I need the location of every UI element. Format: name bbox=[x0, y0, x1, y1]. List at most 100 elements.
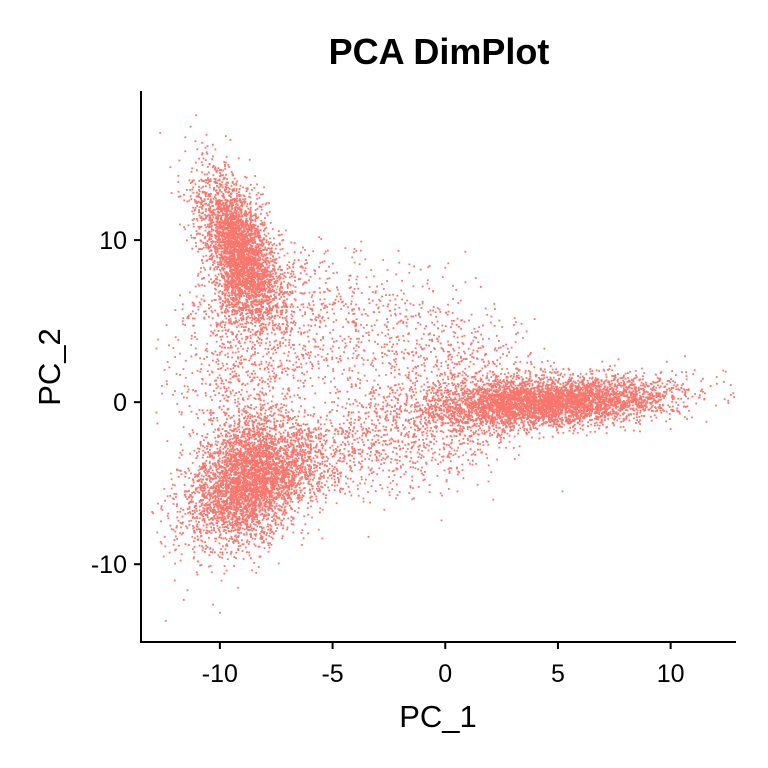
data-point bbox=[254, 282, 256, 284]
data-point bbox=[219, 225, 222, 228]
data-point bbox=[219, 534, 221, 537]
data-point bbox=[191, 179, 194, 182]
data-point bbox=[224, 165, 226, 168]
data-point bbox=[239, 474, 242, 477]
data-point bbox=[222, 250, 225, 253]
data-point bbox=[274, 481, 276, 484]
data-point bbox=[233, 188, 235, 190]
data-point bbox=[239, 184, 242, 187]
data-point bbox=[268, 202, 270, 204]
data-point bbox=[254, 235, 256, 238]
data-point bbox=[213, 181, 216, 183]
data-point bbox=[260, 317, 263, 320]
data-point bbox=[207, 213, 210, 216]
data-point bbox=[217, 436, 219, 439]
data-point bbox=[253, 447, 256, 450]
data-point bbox=[254, 229, 256, 232]
data-point bbox=[262, 306, 265, 308]
data-point bbox=[231, 226, 234, 229]
data-point bbox=[232, 442, 235, 445]
data-point bbox=[200, 215, 203, 218]
data-point bbox=[271, 275, 273, 278]
data-point bbox=[222, 239, 225, 242]
data-point bbox=[257, 265, 260, 267]
data-point bbox=[227, 287, 230, 290]
data-point bbox=[248, 224, 251, 227]
data-point bbox=[223, 242, 226, 245]
data-point bbox=[260, 316, 262, 319]
data-point bbox=[189, 435, 192, 438]
data-point bbox=[202, 246, 205, 249]
data-point bbox=[227, 233, 230, 235]
data-point bbox=[262, 193, 264, 195]
data-point bbox=[257, 216, 260, 219]
data-point bbox=[258, 255, 260, 258]
data-point bbox=[228, 226, 231, 229]
data-point bbox=[276, 487, 278, 490]
data-point bbox=[256, 228, 259, 230]
data-point bbox=[244, 415, 247, 418]
data-point bbox=[268, 283, 271, 286]
data-point bbox=[216, 199, 218, 202]
data-point bbox=[300, 445, 303, 448]
data-point bbox=[255, 193, 258, 196]
data-point bbox=[194, 140, 197, 143]
data-point bbox=[253, 227, 256, 230]
data-point bbox=[197, 232, 199, 235]
data-point bbox=[219, 533, 222, 536]
data-point bbox=[245, 218, 248, 221]
data-point bbox=[245, 308, 248, 311]
data-point bbox=[221, 434, 224, 437]
data-point bbox=[199, 487, 202, 490]
data-point bbox=[223, 234, 225, 237]
data-point bbox=[201, 502, 204, 505]
data-point bbox=[244, 260, 247, 262]
data-point bbox=[320, 423, 322, 426]
data-point bbox=[238, 226, 241, 229]
data-point bbox=[204, 214, 206, 216]
data-point bbox=[275, 447, 278, 450]
data-point bbox=[225, 263, 227, 266]
data-point bbox=[202, 204, 204, 207]
data-point bbox=[243, 491, 246, 494]
data-point bbox=[238, 215, 241, 217]
data-point bbox=[243, 508, 246, 510]
data-point bbox=[213, 168, 216, 171]
data-point bbox=[220, 174, 222, 176]
data-point bbox=[266, 266, 269, 269]
data-point bbox=[230, 219, 233, 222]
data-point bbox=[234, 244, 237, 247]
data-point bbox=[251, 450, 254, 453]
data-point bbox=[214, 236, 217, 238]
data-point bbox=[310, 460, 313, 463]
data-point bbox=[256, 259, 259, 262]
data-point bbox=[219, 254, 222, 256]
data-point bbox=[241, 250, 244, 253]
data-point bbox=[206, 166, 209, 168]
data-point bbox=[248, 551, 250, 554]
data-point bbox=[214, 180, 217, 183]
data-point bbox=[226, 244, 229, 246]
data-point bbox=[252, 241, 255, 244]
data-point bbox=[210, 254, 212, 257]
data-point bbox=[209, 206, 211, 208]
data-point bbox=[281, 485, 284, 487]
data-point bbox=[243, 469, 246, 471]
data-point bbox=[262, 259, 265, 261]
data-point bbox=[228, 294, 231, 297]
data-point bbox=[246, 257, 248, 260]
data-point bbox=[209, 564, 212, 567]
data-point bbox=[246, 188, 249, 191]
data-point bbox=[239, 294, 242, 297]
data-point bbox=[226, 178, 228, 180]
data-point bbox=[209, 495, 212, 498]
data-point bbox=[250, 455, 253, 458]
data-point bbox=[226, 309, 229, 311]
data-point bbox=[241, 262, 244, 265]
data-point bbox=[205, 193, 208, 195]
data-point bbox=[247, 304, 250, 307]
data-point bbox=[268, 275, 271, 278]
data-point bbox=[244, 462, 246, 465]
data-point bbox=[234, 290, 237, 293]
data-point bbox=[230, 251, 233, 253]
